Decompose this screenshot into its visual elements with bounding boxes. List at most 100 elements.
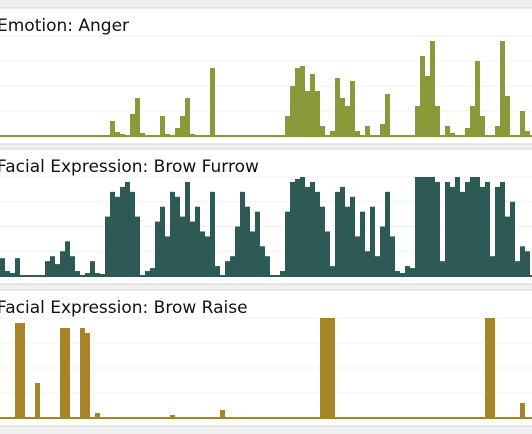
bar xyxy=(435,181,440,276)
bar xyxy=(170,415,175,418)
bar xyxy=(295,178,300,276)
bar xyxy=(350,196,355,276)
bar xyxy=(225,261,230,276)
bar xyxy=(520,111,525,136)
bar xyxy=(175,128,180,136)
bar xyxy=(350,81,355,136)
bar xyxy=(390,236,395,276)
bar xyxy=(355,236,360,276)
bar xyxy=(50,256,55,276)
bar xyxy=(10,273,15,276)
bar xyxy=(200,231,205,276)
bar xyxy=(5,271,10,276)
bar xyxy=(445,181,450,276)
bar xyxy=(345,206,350,276)
bar xyxy=(305,186,310,276)
bar xyxy=(335,191,340,276)
bar xyxy=(495,186,500,276)
bar xyxy=(320,206,325,276)
bar xyxy=(385,94,390,136)
bar xyxy=(300,177,305,276)
bar xyxy=(375,256,380,276)
bar xyxy=(195,206,200,276)
bar xyxy=(290,86,295,136)
bar xyxy=(330,131,335,136)
bar xyxy=(115,196,120,276)
bar xyxy=(15,258,20,276)
bar xyxy=(210,68,215,136)
bar xyxy=(475,177,480,276)
bar xyxy=(130,191,135,276)
bar xyxy=(410,268,415,276)
bar xyxy=(130,114,135,136)
bar xyxy=(80,328,85,418)
bar xyxy=(250,231,255,276)
bar xyxy=(45,261,50,276)
bar xyxy=(185,181,190,276)
bar xyxy=(415,106,420,136)
bar xyxy=(105,216,110,276)
bar xyxy=(380,124,385,136)
bar xyxy=(60,251,65,276)
bar xyxy=(430,41,435,136)
bar xyxy=(330,318,335,418)
bar xyxy=(230,256,235,276)
bar xyxy=(420,177,425,276)
bar xyxy=(355,131,360,136)
bar xyxy=(145,271,150,276)
bar xyxy=(320,318,325,418)
bar xyxy=(480,186,485,276)
bar xyxy=(110,191,115,276)
bar xyxy=(460,191,465,276)
bar xyxy=(520,403,525,418)
chart-title: Facial Expression: Brow Furrow xyxy=(0,157,259,177)
bar xyxy=(215,266,220,276)
bar xyxy=(150,268,155,276)
bar xyxy=(415,177,420,276)
bar xyxy=(265,256,270,276)
bar xyxy=(190,221,195,276)
bar xyxy=(115,132,120,136)
bar xyxy=(315,91,320,136)
chart-title: Emotion: Anger xyxy=(0,16,129,36)
bar xyxy=(0,258,5,276)
bar xyxy=(525,131,530,136)
bar xyxy=(435,106,440,136)
bar xyxy=(55,264,60,276)
bar xyxy=(310,74,315,136)
bar xyxy=(500,181,505,276)
bar xyxy=(240,191,245,276)
bar xyxy=(205,236,210,276)
bar xyxy=(340,186,345,276)
bar xyxy=(360,211,365,276)
bar xyxy=(485,181,490,276)
bar xyxy=(465,128,470,136)
bar xyxy=(425,177,430,276)
bar xyxy=(125,181,130,276)
bar xyxy=(295,68,300,136)
bar xyxy=(495,126,500,136)
bar xyxy=(180,116,185,136)
bar xyxy=(450,133,455,136)
bar xyxy=(470,106,475,136)
bar xyxy=(210,191,215,276)
bar xyxy=(285,211,290,276)
bar xyxy=(255,211,260,276)
bar xyxy=(500,41,505,136)
bar xyxy=(15,323,20,418)
bar xyxy=(475,61,480,136)
bar xyxy=(120,186,125,276)
bar xyxy=(175,196,180,276)
bar xyxy=(95,413,100,418)
bar xyxy=(515,261,520,276)
bar xyxy=(320,126,325,136)
bar xyxy=(95,273,100,276)
bar xyxy=(510,201,515,276)
bar xyxy=(490,256,495,276)
bar xyxy=(290,181,295,276)
bar xyxy=(280,271,285,276)
bar xyxy=(305,91,310,136)
bar xyxy=(135,98,140,136)
bar xyxy=(455,177,460,276)
